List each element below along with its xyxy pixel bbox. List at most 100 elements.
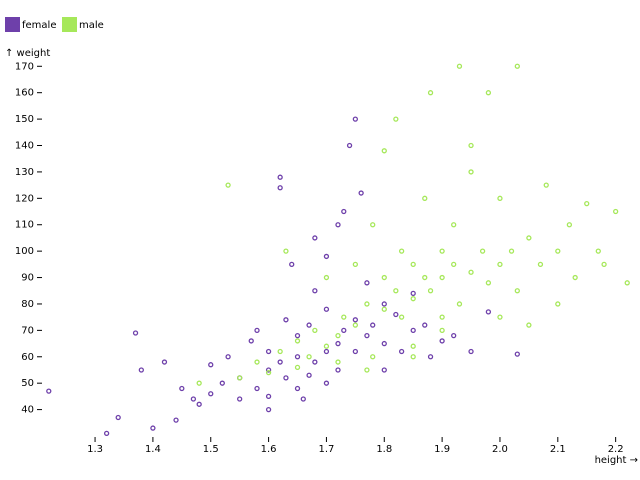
x-tick-label: 2.1 — [550, 444, 566, 455]
y-tick-label: 40 — [21, 405, 34, 416]
point — [335, 340, 341, 347]
point — [312, 327, 318, 334]
point — [335, 332, 341, 339]
legend-swatch — [5, 17, 20, 32]
point — [514, 63, 520, 69]
point — [358, 190, 364, 196]
point — [335, 359, 341, 365]
point — [543, 182, 549, 188]
y-axis-label: ↑ weight — [5, 48, 50, 59]
point — [427, 90, 434, 96]
point — [323, 343, 330, 349]
point — [265, 367, 272, 373]
point — [422, 274, 428, 281]
point — [370, 322, 376, 328]
x-tick-label: 1.7 — [318, 444, 334, 455]
point — [294, 354, 301, 360]
point — [451, 222, 457, 228]
point — [381, 148, 387, 154]
point — [381, 274, 387, 281]
point — [497, 195, 503, 201]
point — [451, 332, 457, 339]
point — [381, 301, 387, 307]
point — [456, 63, 463, 69]
point — [485, 90, 492, 96]
point — [439, 314, 445, 320]
point — [410, 296, 416, 302]
point — [410, 261, 416, 267]
point — [190, 396, 197, 402]
point — [468, 269, 474, 275]
x-tick-label: 1.4 — [145, 444, 161, 455]
point — [294, 338, 301, 344]
point — [346, 142, 353, 149]
y-tick-label: 50 — [21, 378, 34, 389]
point — [468, 142, 474, 149]
point — [323, 306, 330, 312]
point — [265, 393, 272, 400]
x-tick-label: 1.9 — [434, 444, 450, 455]
y-tick-label: 120 — [15, 193, 34, 204]
y-tick-label: 170 — [15, 61, 34, 72]
point — [352, 322, 359, 328]
point — [352, 261, 359, 267]
x-axis-label: height → — [595, 455, 638, 466]
point — [526, 322, 532, 328]
y-tick-label: 140 — [15, 141, 34, 152]
y-tick-label: 110 — [15, 220, 34, 231]
point — [393, 311, 399, 318]
point — [341, 314, 347, 320]
point — [514, 288, 520, 294]
point — [485, 309, 492, 315]
point — [277, 185, 283, 191]
point — [277, 348, 283, 355]
y-tick-label: 60 — [21, 352, 34, 363]
point — [370, 222, 376, 228]
point — [393, 288, 399, 294]
x-tick-label: 2.2 — [608, 444, 624, 455]
point — [248, 338, 254, 344]
y-tick-label: 160 — [15, 88, 34, 99]
point — [427, 354, 434, 360]
point — [439, 248, 445, 254]
point — [456, 301, 463, 307]
point — [132, 330, 139, 336]
point — [612, 208, 619, 215]
point — [294, 385, 301, 392]
x-tick-label: 2.0 — [492, 444, 508, 455]
point — [364, 301, 370, 307]
point — [341, 208, 347, 215]
point — [294, 332, 301, 339]
point — [410, 343, 416, 349]
point — [439, 274, 445, 281]
point — [306, 322, 312, 328]
point — [381, 367, 387, 373]
y-tick-label: 130 — [15, 167, 34, 178]
point — [479, 248, 486, 254]
point — [410, 327, 416, 334]
point — [439, 338, 445, 344]
point — [306, 372, 312, 378]
y-tick-label: 100 — [15, 246, 34, 257]
point — [225, 182, 231, 188]
point — [196, 401, 202, 407]
point — [364, 367, 370, 373]
point — [323, 380, 330, 386]
point — [566, 222, 573, 228]
point — [150, 425, 156, 431]
point — [219, 380, 225, 386]
point — [254, 327, 260, 334]
point — [115, 414, 121, 421]
y-tick-label: 80 — [21, 299, 34, 310]
point — [364, 280, 370, 286]
point — [555, 301, 561, 307]
point — [485, 280, 492, 286]
point — [514, 351, 520, 357]
point — [265, 406, 272, 413]
point — [572, 274, 578, 281]
point — [312, 359, 318, 365]
point — [283, 375, 289, 381]
point — [422, 322, 428, 328]
point — [352, 348, 359, 355]
